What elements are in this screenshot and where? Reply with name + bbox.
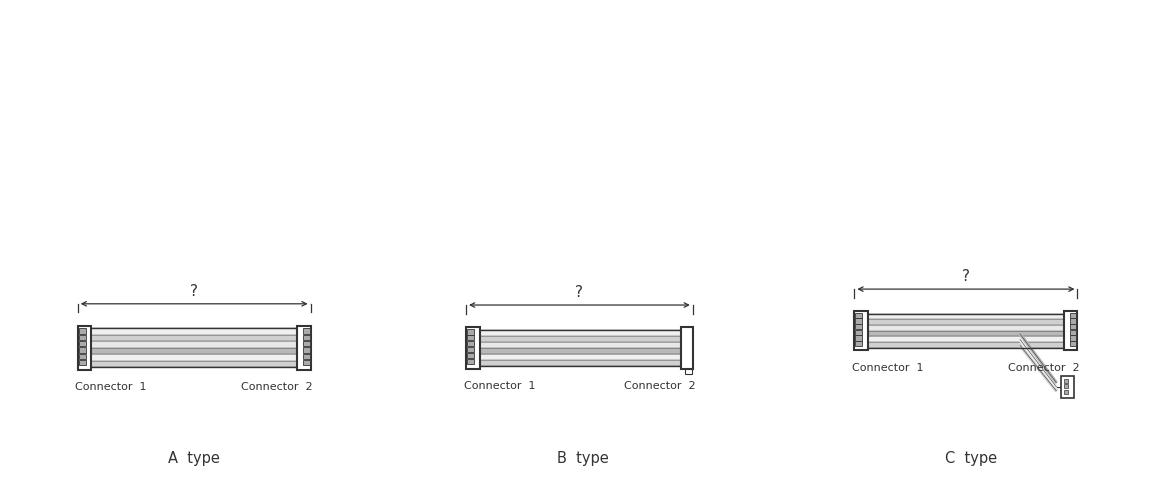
Bar (1069, 318, 1076, 324)
Bar (91, 361, 297, 368)
Bar (480, 348, 680, 354)
Text: Connector  2: Connector 2 (1008, 363, 1080, 372)
Bar (79, 347, 86, 353)
Bar (855, 341, 862, 346)
Bar (480, 342, 680, 348)
Bar (467, 347, 474, 352)
Text: Connector  2: Connector 2 (241, 382, 313, 392)
Text: B  type: B type (557, 450, 608, 465)
Bar (91, 342, 297, 348)
Bar (466, 327, 480, 368)
Bar (1064, 311, 1078, 350)
Bar (1069, 330, 1076, 335)
Bar (1064, 384, 1068, 388)
Bar (480, 354, 680, 360)
Bar (467, 335, 474, 341)
Bar (91, 354, 297, 361)
Bar (1064, 379, 1068, 383)
Text: Connector  1: Connector 1 (464, 381, 535, 391)
Bar (78, 326, 91, 370)
Bar (685, 368, 692, 374)
Bar (79, 335, 86, 340)
Bar (303, 335, 310, 340)
Bar (467, 329, 474, 335)
Bar (79, 354, 86, 359)
Bar (1064, 390, 1068, 394)
Bar (855, 324, 862, 329)
Bar (1069, 313, 1076, 318)
Bar (79, 328, 86, 334)
Bar (1069, 335, 1076, 341)
Text: ?: ? (576, 285, 584, 300)
Bar (855, 330, 862, 335)
Bar (854, 311, 868, 350)
Bar (480, 330, 680, 336)
Bar (303, 360, 310, 365)
Bar (680, 327, 693, 368)
Bar (855, 318, 862, 324)
Bar (303, 341, 310, 346)
Bar (868, 325, 1064, 331)
Bar (303, 354, 310, 359)
Bar (467, 353, 474, 358)
Bar (868, 331, 1064, 337)
Bar (91, 335, 297, 342)
Bar (467, 359, 474, 364)
Text: C  type: C type (945, 450, 997, 465)
Bar (1069, 324, 1076, 329)
Bar (868, 342, 1064, 348)
Bar (1069, 341, 1076, 346)
Bar (480, 336, 680, 342)
Text: A  type: A type (168, 450, 220, 465)
Bar (480, 360, 680, 366)
Bar (303, 328, 310, 334)
Bar (79, 341, 86, 346)
Text: ?: ? (962, 269, 970, 284)
Text: ?: ? (190, 284, 198, 299)
Text: Connector  2: Connector 2 (623, 381, 696, 391)
Bar (855, 335, 862, 341)
Bar (868, 337, 1064, 342)
Text: Connector  1: Connector 1 (76, 382, 147, 392)
Bar (297, 326, 311, 370)
Bar (303, 347, 310, 353)
Bar (467, 341, 474, 346)
Bar (79, 360, 86, 365)
Bar (91, 328, 297, 335)
Bar (855, 313, 862, 318)
Bar (91, 348, 297, 354)
Text: Connector  1: Connector 1 (852, 363, 924, 372)
Bar (868, 314, 1064, 319)
Bar (1061, 376, 1074, 398)
Bar (868, 319, 1064, 325)
